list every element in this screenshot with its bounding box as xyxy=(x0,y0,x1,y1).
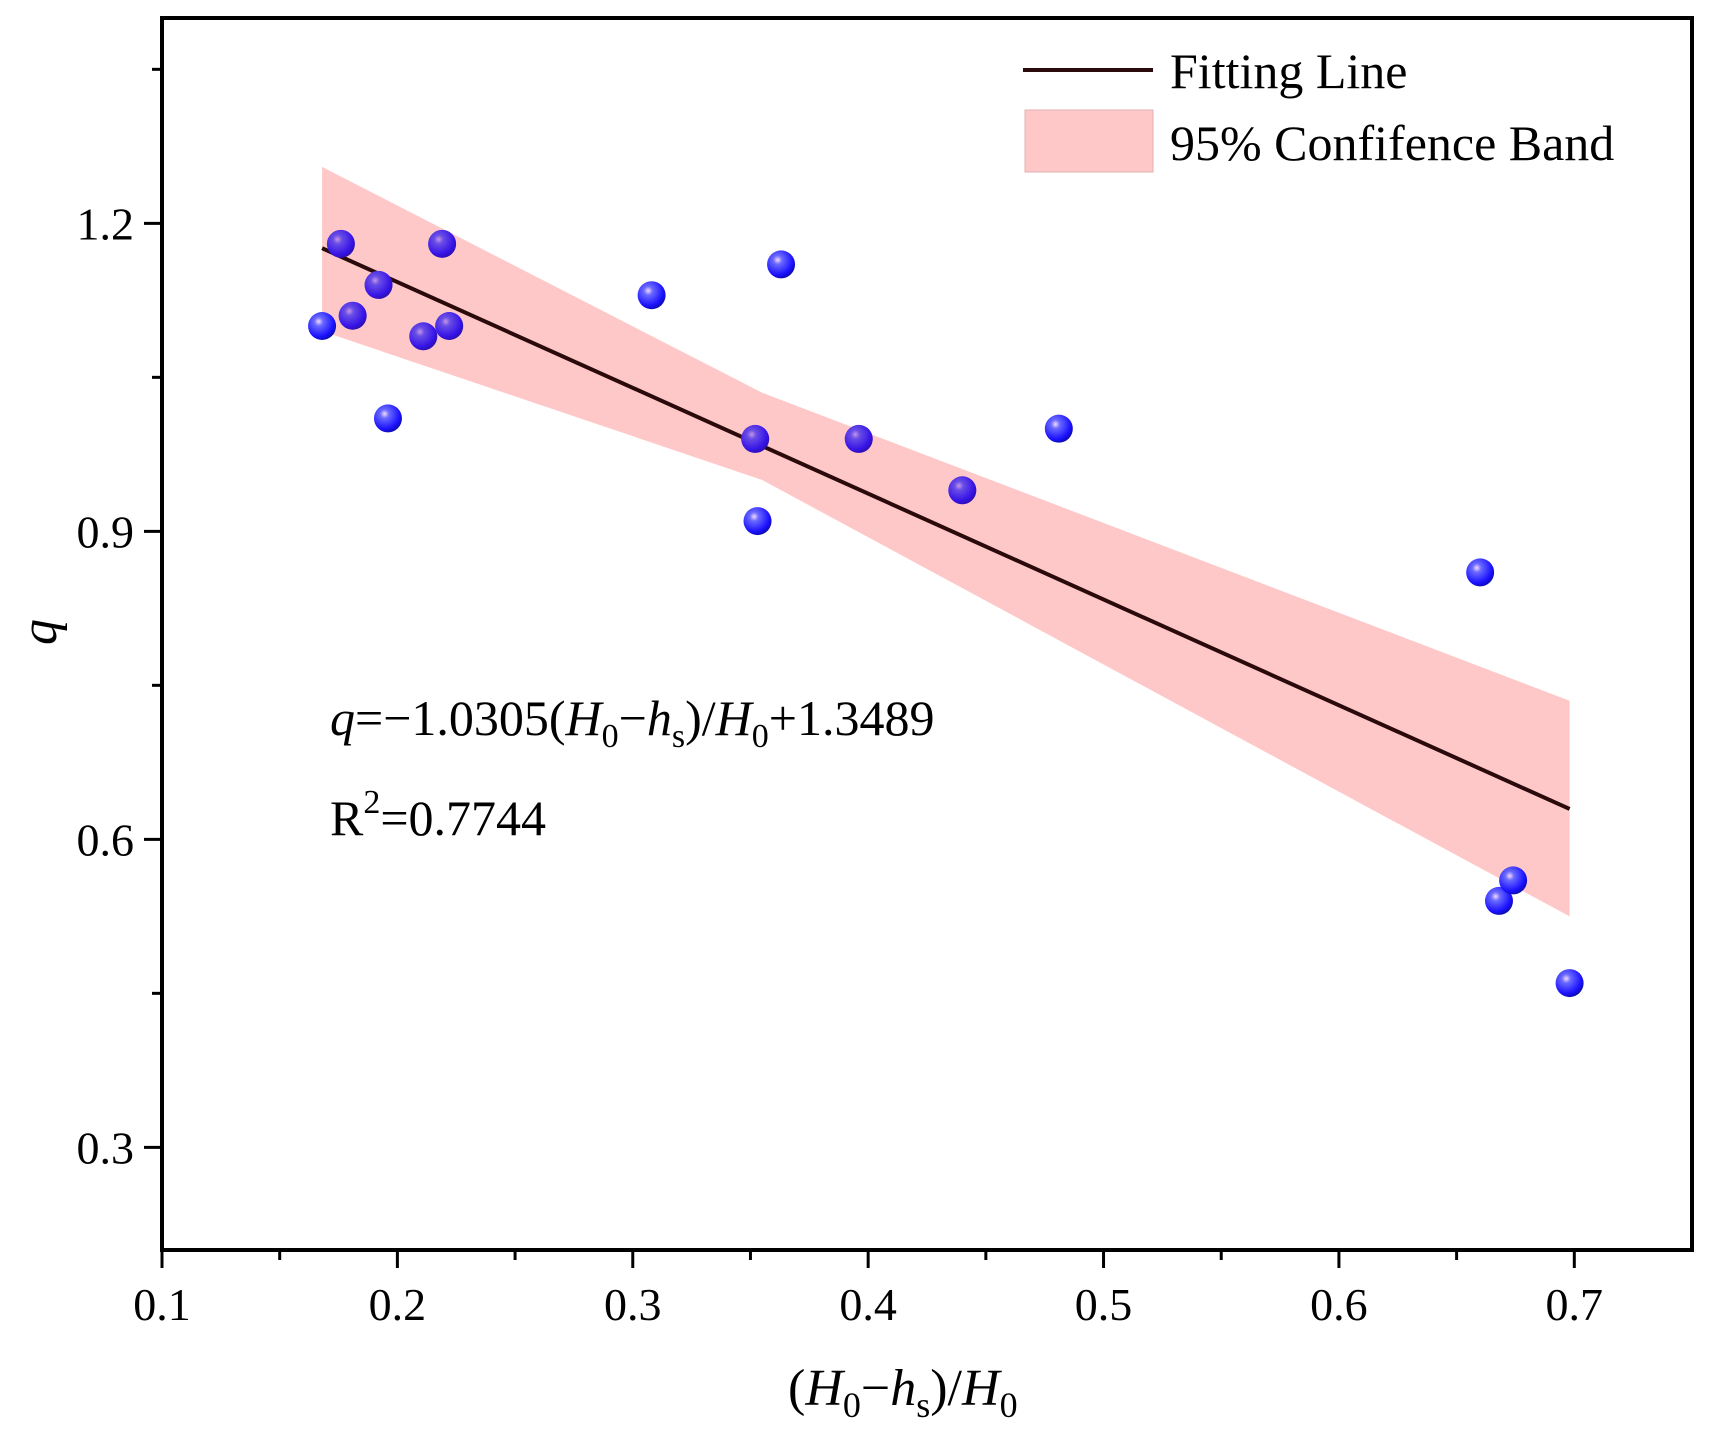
fit-line xyxy=(321,246,1571,811)
data-point-marker xyxy=(409,322,438,351)
x-tick-label: 0.2 xyxy=(369,1279,427,1330)
data-point xyxy=(338,301,367,330)
data-point-marker xyxy=(428,229,457,258)
data-point-overlay xyxy=(844,424,873,453)
plot-frame xyxy=(160,16,1694,1252)
confidence-band-layer xyxy=(322,166,1570,917)
data-point-marker xyxy=(1044,414,1073,443)
x-tick-label: 0.4 xyxy=(839,1279,897,1330)
x-tick-label: 0.5 xyxy=(1075,1279,1133,1330)
data-point-overlay xyxy=(435,312,464,340)
legend: Fitting Line 95% Confifence Band xyxy=(1023,43,1614,173)
y-tick-label: 0.9 xyxy=(77,506,135,557)
confidence-band xyxy=(322,166,1570,917)
data-point-marker xyxy=(743,507,772,536)
data-point-marker xyxy=(338,301,367,330)
data-point-overlay xyxy=(338,301,367,330)
eq-div: )/ xyxy=(685,690,716,746)
data-point-overlay xyxy=(326,229,355,258)
eq-minus: − xyxy=(619,690,647,746)
data-point xyxy=(364,270,393,299)
data-point-overlay xyxy=(428,229,457,258)
data-point xyxy=(326,229,355,258)
data-point-marker xyxy=(767,250,796,279)
eq-hs: h xyxy=(647,690,672,746)
data-point xyxy=(409,322,438,351)
data-point-marker xyxy=(637,281,666,310)
data-point xyxy=(428,229,457,258)
data-point-overlay xyxy=(409,322,438,351)
x-tick-label: 0.7 xyxy=(1546,1279,1604,1330)
data-point xyxy=(308,312,337,340)
legend-confidence-band-label: 95% Confifence Band xyxy=(1170,115,1614,171)
eq-H0b-sub: 0 xyxy=(752,718,769,755)
eq-H0-sub: 0 xyxy=(602,718,619,755)
data-point xyxy=(373,404,402,433)
data-points-layer xyxy=(308,229,1584,998)
data-point-marker xyxy=(435,312,464,340)
data-point xyxy=(1466,558,1495,587)
x-tick-label: 0.6 xyxy=(1310,1279,1368,1330)
data-point xyxy=(637,281,666,310)
legend-fitting-line-label: Fitting Line xyxy=(1170,43,1408,99)
r2-value: =0.7744 xyxy=(380,790,546,846)
y-tick-label: 0.3 xyxy=(77,1122,135,1173)
data-point xyxy=(743,507,772,536)
data-point xyxy=(1484,886,1513,915)
data-point xyxy=(1555,969,1584,998)
r2-sup: 2 xyxy=(363,784,380,821)
data-point xyxy=(844,424,873,453)
legend-confidence-band-swatch xyxy=(1024,109,1154,173)
fit-line-layer xyxy=(321,246,1571,811)
data-point-overlay xyxy=(948,476,977,505)
fit-equation: q=−1.0305(H0−hs)/H0+1.3489 xyxy=(330,690,934,755)
y-axis-ticks: 0.3 0.6 0.9 1.2 xyxy=(77,67,162,1173)
eq-H0: H xyxy=(565,690,605,746)
eq-hs-sub: s xyxy=(672,718,685,755)
eq-coef: =−1.0305( xyxy=(355,690,566,746)
eq-intercept: +1.3489 xyxy=(769,690,935,746)
data-point xyxy=(767,250,796,279)
data-point-marker xyxy=(1499,866,1528,895)
eq-H0b: H xyxy=(715,690,755,746)
data-point-marker xyxy=(373,404,402,433)
x-axis-title: (H0−hs)/H0 xyxy=(788,1360,1018,1425)
data-point-overlay xyxy=(741,424,770,453)
data-point-marker xyxy=(1555,969,1584,998)
data-point xyxy=(1044,414,1073,443)
x-tick-label: 0.1 xyxy=(133,1279,191,1330)
data-point-marker xyxy=(326,229,355,258)
data-point xyxy=(741,424,770,453)
y-tick-label: 1.2 xyxy=(77,198,135,249)
data-point-marker xyxy=(948,476,977,505)
data-point xyxy=(435,312,464,340)
x-tick-label: 0.3 xyxy=(604,1279,662,1330)
data-point-marker xyxy=(364,270,393,299)
r2-base: R xyxy=(330,790,364,846)
eq-q: q xyxy=(330,690,355,746)
x-axis-ticks: 0.1 0.2 0.3 0.4 0.5 0.6 0.7 xyxy=(133,1250,1603,1330)
r-squared: R2=0.7744 xyxy=(330,784,546,846)
data-point-marker xyxy=(1466,558,1495,587)
y-tick-label: 0.6 xyxy=(77,814,135,865)
data-point xyxy=(948,476,977,505)
data-point-marker xyxy=(1484,886,1513,915)
data-point-marker xyxy=(308,312,337,340)
y-axis-title: q xyxy=(11,619,68,645)
data-point-marker xyxy=(741,424,770,453)
data-point-marker xyxy=(844,424,873,453)
data-point xyxy=(1499,866,1528,895)
data-point-overlay xyxy=(364,270,393,299)
